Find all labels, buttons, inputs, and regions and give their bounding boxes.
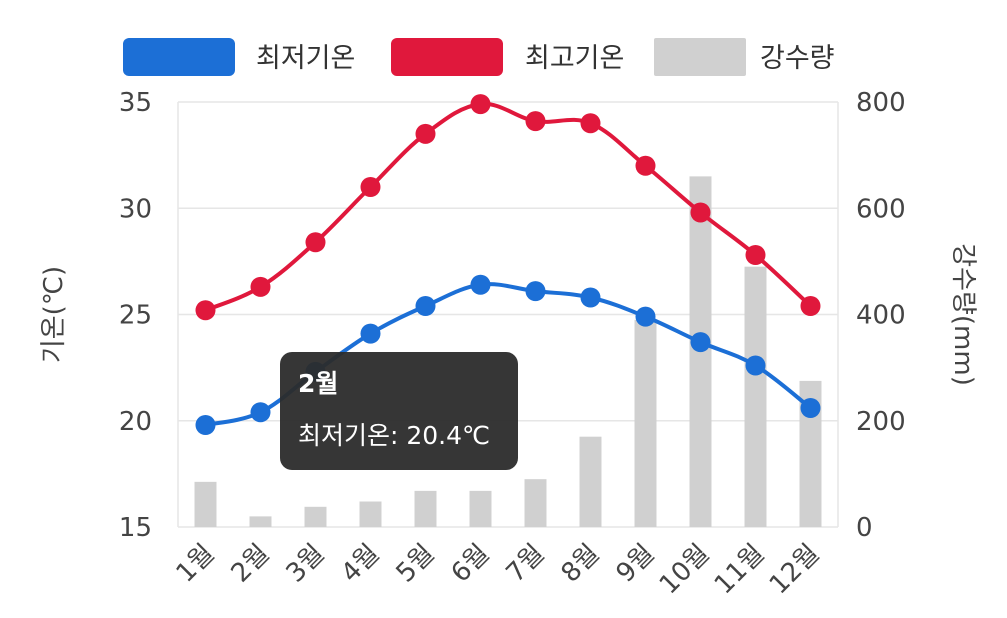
- max-temp-point[interactable]: [250, 276, 271, 297]
- x-tick-label: 3월: [281, 539, 331, 589]
- precipitation-bar[interactable]: [249, 516, 272, 527]
- precipitation-bar[interactable]: [359, 501, 382, 528]
- min-temp-point[interactable]: [360, 323, 381, 344]
- legend-swatch[interactable]: [391, 38, 503, 76]
- legend-swatch[interactable]: [123, 38, 235, 76]
- y-right-tick-label: 600: [856, 194, 906, 224]
- tooltip-title: 2월: [298, 369, 338, 398]
- x-tick-label: 2월: [226, 539, 276, 589]
- precipitation-bar[interactable]: [194, 481, 217, 527]
- min-temp-point[interactable]: [195, 415, 216, 435]
- x-tick-label: 6월: [446, 539, 496, 589]
- legend-label: 강수량: [760, 43, 835, 74]
- precipitation-bar[interactable]: [414, 490, 437, 527]
- precipitation-bar[interactable]: [524, 479, 547, 527]
- min-temp-point[interactable]: [580, 287, 601, 308]
- x-tick-label: 10월: [654, 539, 716, 601]
- max-temp-point[interactable]: [580, 113, 601, 134]
- x-tick-label: 11월: [709, 539, 771, 601]
- max-temp-point[interactable]: [745, 245, 766, 265]
- max-temp-point[interactable]: [525, 111, 546, 132]
- precipitation-bar[interactable]: [799, 380, 822, 527]
- legend-swatch[interactable]: [654, 38, 746, 76]
- max-temp-point[interactable]: [470, 94, 491, 115]
- y-left-tick-label: 25: [119, 301, 152, 331]
- max-temp-point[interactable]: [690, 202, 711, 223]
- y-right-tick-label: 400: [856, 301, 906, 331]
- min-temp-point[interactable]: [635, 306, 656, 327]
- y-right-axis-title: 강수량(mm): [948, 243, 978, 386]
- y-left-axis-title: 기온(℃): [39, 266, 69, 363]
- max-temp-point[interactable]: [800, 296, 821, 316]
- max-temp-point[interactable]: [305, 232, 326, 253]
- y-right-tick-label: 0: [856, 513, 873, 543]
- min-temp-point[interactable]: [800, 398, 821, 418]
- max-temp-point[interactable]: [635, 155, 656, 176]
- x-tick-label: 12월: [764, 539, 826, 601]
- precipitation-bar[interactable]: [634, 319, 657, 527]
- min-temp-point[interactable]: [690, 332, 711, 353]
- min-temp-point[interactable]: [525, 281, 546, 302]
- max-temp-point[interactable]: [195, 300, 216, 321]
- min-temp-point[interactable]: [745, 355, 766, 376]
- min-temp-point[interactable]: [415, 296, 436, 316]
- legend-label: 최저기온: [256, 43, 355, 74]
- y-left-tick-label: 35: [119, 88, 152, 118]
- precipitation-bar[interactable]: [469, 490, 492, 527]
- max-temp-point[interactable]: [415, 123, 436, 144]
- y-left-tick-label: 15: [119, 513, 152, 543]
- x-tick-label: 5월: [391, 539, 441, 589]
- tooltip-text: 최저기온: 20.4℃: [298, 421, 490, 450]
- y-right-tick-label: 200: [856, 407, 906, 437]
- x-tick-label: 8월: [556, 539, 606, 589]
- y-left-tick-label: 20: [119, 407, 152, 437]
- y-left-tick-label: 30: [119, 194, 152, 224]
- max-temp-point[interactable]: [360, 177, 381, 197]
- tooltip-box: [280, 352, 518, 470]
- max-temp-line: [203, 102, 813, 313]
- x-tick-label: 1월: [171, 539, 221, 589]
- x-tick-label: 9월: [611, 539, 661, 589]
- legend-label: 최고기온: [525, 43, 624, 74]
- precipitation-bar[interactable]: [579, 436, 602, 527]
- precipitation-bar[interactable]: [744, 266, 767, 527]
- x-tick-label: 4월: [336, 539, 386, 589]
- precipitation-bar[interactable]: [304, 506, 327, 527]
- x-tick-label: 7월: [501, 539, 551, 589]
- y-right-tick-label: 800: [856, 88, 906, 118]
- min-temp-point[interactable]: [250, 402, 271, 423]
- min-temp-point[interactable]: [470, 274, 491, 295]
